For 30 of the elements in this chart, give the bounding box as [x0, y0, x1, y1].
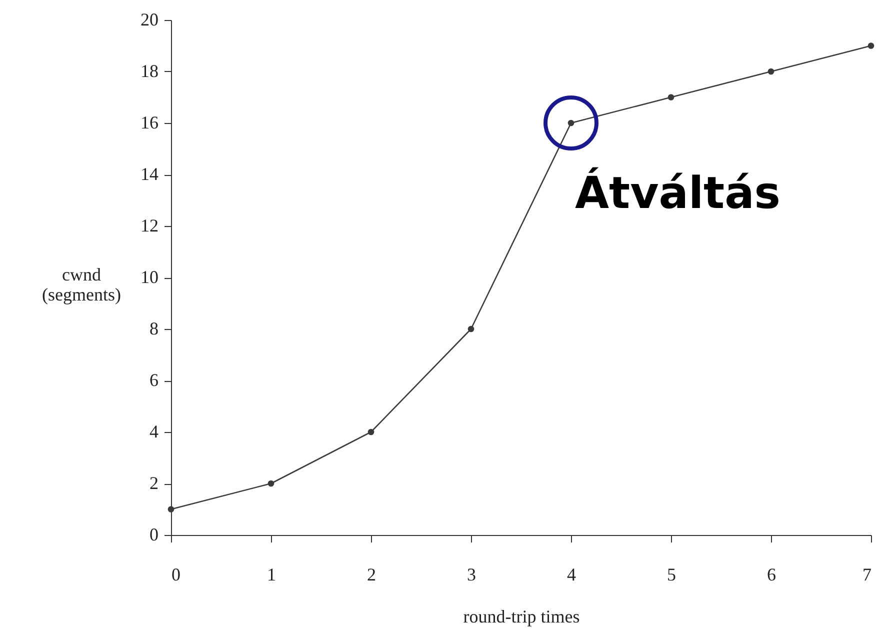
point [268, 480, 274, 487]
point [568, 120, 574, 126]
x-tick-label: 6 [767, 564, 776, 584]
y-tick-label: 2 [150, 473, 158, 493]
y-tick-label: 10 [140, 267, 158, 287]
point [768, 68, 774, 75]
x-tick-label: 5 [667, 564, 676, 584]
x-axis-title: round-trip times [463, 606, 580, 626]
x-tick-label: 1 [267, 564, 276, 584]
x-tick-label: 0 [172, 564, 180, 584]
point [468, 326, 474, 332]
point [668, 94, 674, 100]
y-tick-label: 0 [150, 524, 158, 544]
x-tick-label: 3 [467, 564, 476, 584]
annotation: Átváltás [575, 167, 780, 219]
y-axis-title: cwnd (segments) [42, 264, 121, 304]
y-tick-label: 14 [140, 164, 158, 184]
y-tick-label: 18 [140, 61, 158, 81]
x-tick-label: 4 [567, 564, 576, 584]
y-tick-label: 12 [140, 216, 158, 236]
y-tick-label: 8 [150, 318, 158, 338]
y-tick-label: 6 [150, 370, 158, 390]
y-tick-label: 20 [140, 10, 158, 30]
y-tick-label: 16 [140, 112, 158, 132]
y-tick-label: 4 [150, 422, 158, 442]
point [368, 428, 374, 436]
x-tick-label: 7 [862, 564, 872, 584]
point [868, 42, 874, 49]
point [168, 506, 174, 512]
x-tick-label: 2 [367, 564, 376, 584]
